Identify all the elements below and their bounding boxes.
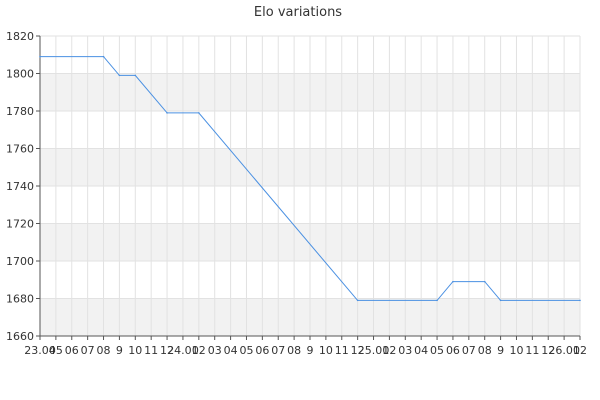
x-tick-label: 02 — [382, 344, 396, 357]
x-tick-label: 10 — [128, 344, 142, 357]
elo-series-line — [40, 56, 580, 301]
x-tick-label: 07 — [81, 344, 95, 357]
y-tick-label: 1780 — [6, 105, 34, 118]
y-tick-label: 1700 — [6, 255, 34, 268]
y-tick-label: 1740 — [6, 180, 34, 193]
x-tick-label: 9 — [116, 344, 123, 357]
x-tick-label: 07 — [271, 344, 285, 357]
x-tick-label: 25.01 — [358, 344, 390, 357]
x-tick-label: 9 — [307, 344, 314, 357]
x-tick-label: 26.01 — [548, 344, 580, 357]
x-tick-label: 10 — [319, 344, 333, 357]
x-tick-label: 23.04 — [24, 344, 56, 357]
x-tick-label: 12 — [160, 344, 174, 357]
x-tick-label: 08 — [97, 344, 111, 357]
x-tick-label: 04 — [224, 344, 238, 357]
x-tick-label: 12 — [541, 344, 555, 357]
x-tick-label: 9 — [497, 344, 504, 357]
elo-data-point — [134, 74, 137, 77]
y-tick-label: 1760 — [6, 143, 34, 156]
x-tick-label: 05 — [239, 344, 253, 357]
x-tick-label: 11 — [335, 344, 349, 357]
elo-data-point — [483, 280, 486, 283]
y-tick-label: 1660 — [6, 330, 34, 343]
elo-data-point — [39, 55, 41, 58]
y-tick-label: 1680 — [6, 293, 34, 306]
elo-data-point — [436, 299, 438, 302]
elo-data-point — [452, 280, 454, 283]
x-tick-label: 12 — [351, 344, 365, 357]
chart-title: Elo variations — [254, 5, 342, 20]
x-tick-label: 02 — [192, 344, 206, 357]
x-tick-label: 05 — [430, 344, 444, 357]
elo-data-point — [102, 55, 105, 58]
x-tick-label: 11 — [525, 344, 539, 357]
x-tick-label: 03 — [208, 344, 222, 357]
x-tick-label: 04 — [414, 344, 428, 357]
y-tick-label: 1820 — [6, 30, 34, 43]
x-tick-label: 24.01 — [167, 344, 199, 357]
x-tick-label: 08 — [287, 344, 301, 357]
x-tick-label: 05 — [49, 344, 63, 357]
x-tick-label: 06 — [65, 344, 79, 357]
x-tick-label: 10 — [509, 344, 523, 357]
series — [39, 55, 581, 302]
x-tick-label: 03 — [398, 344, 412, 357]
elo-data-point — [579, 299, 581, 302]
x-tick-label: 06 — [255, 344, 269, 357]
x-tick-label: 08 — [478, 344, 492, 357]
elo-data-point — [118, 74, 121, 77]
x-tick-label: 06 — [446, 344, 460, 357]
x-tick-label: 11 — [144, 344, 158, 357]
x-tick-label: 07 — [462, 344, 476, 357]
x-tick-label: 02 — [573, 344, 587, 357]
elo-data-point — [356, 299, 359, 302]
y-tick-label: 1800 — [6, 68, 34, 81]
y-axis-ticks: 1660 1680 1700 1720 1740 1760 1780 1800 1820 — [6, 30, 40, 343]
elo-data-point — [198, 112, 200, 114]
elo-data-point — [499, 299, 502, 302]
elo-data-point — [166, 112, 168, 114]
y-tick-label: 1720 — [6, 218, 34, 231]
